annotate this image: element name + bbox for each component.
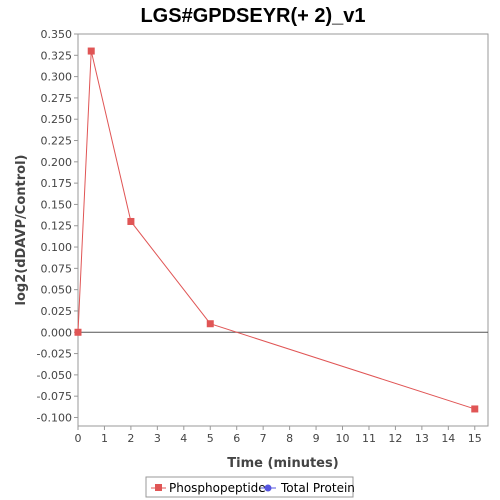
y-axis-label: log2(dDAVP/Control): [14, 155, 29, 306]
x-tick-label: 0: [75, 432, 82, 445]
x-tick-label: 11: [362, 432, 376, 445]
x-tick-label: 14: [441, 432, 455, 445]
x-tick-label: 8: [286, 432, 293, 445]
y-tick-label: 0.025: [41, 305, 73, 318]
chart-title: LGS#GPDSEYR(+ 2)_v1: [140, 5, 365, 27]
series-layer: [74, 47, 479, 413]
x-tick-label: 7: [260, 432, 267, 445]
data-point: [74, 328, 82, 336]
y-tick-label: 0.100: [41, 241, 73, 254]
x-tick-label: 10: [336, 432, 350, 445]
y-tick-label: 0.150: [41, 198, 73, 211]
data-point: [471, 405, 479, 413]
y-tick-label: 0.325: [41, 49, 73, 62]
x-tick-label: 6: [233, 432, 240, 445]
y-tick-label: 0.225: [41, 135, 73, 148]
y-tick-label: -0.075: [37, 390, 72, 403]
y-tick-label: 0.050: [41, 284, 73, 297]
y-tick-label: -0.100: [37, 411, 72, 424]
x-axis: 0 1 2 3 4 5 6 7 8 9 10 11 12 13 14 15: [75, 426, 482, 445]
legend: Phosphopeptide Total Protein: [145, 476, 355, 498]
legend-phosphopeptide-label: Phosphopeptide: [169, 481, 266, 495]
y-tick-label: 0.300: [41, 71, 73, 84]
y-tick-label: 0.175: [41, 177, 73, 190]
legend-total-protein-marker: [264, 484, 272, 492]
data-point: [127, 217, 135, 225]
legend-phosphopeptide-marker: [155, 484, 162, 491]
x-tick-label: 2: [127, 432, 134, 445]
x-tick-label: 1: [101, 432, 108, 445]
x-tick-label: 3: [154, 432, 161, 445]
y-tick-label: 0.000: [41, 326, 73, 339]
x-tick-label: 4: [180, 432, 187, 445]
data-point: [87, 47, 95, 55]
plot-area: [77, 33, 489, 427]
x-axis-label: Time (minutes): [227, 456, 338, 471]
data-point: [206, 320, 214, 328]
legend-total-protein-label: Total Protein: [280, 481, 355, 495]
y-tick-label: 0.275: [41, 92, 73, 105]
x-tick-label: 9: [313, 432, 320, 445]
x-tick-label: 15: [468, 432, 482, 445]
y-axis: 0.350 0.325 0.300 0.275 0.250 0.225 0.200 0.175…: [37, 28, 78, 424]
y-tick-label: 0.350: [41, 28, 73, 41]
legend-box: [145, 476, 354, 498]
y-tick-label: -0.050: [37, 369, 72, 382]
y-tick-label: -0.025: [37, 348, 72, 361]
y-tick-label: 0.250: [41, 113, 73, 126]
x-tick-label: 13: [415, 432, 429, 445]
x-tick-label: 12: [388, 432, 402, 445]
x-tick-label: 5: [207, 432, 214, 445]
y-tick-label: 0.200: [41, 156, 73, 169]
y-tick-label: 0.125: [41, 220, 73, 233]
y-tick-label: 0.075: [41, 262, 73, 275]
